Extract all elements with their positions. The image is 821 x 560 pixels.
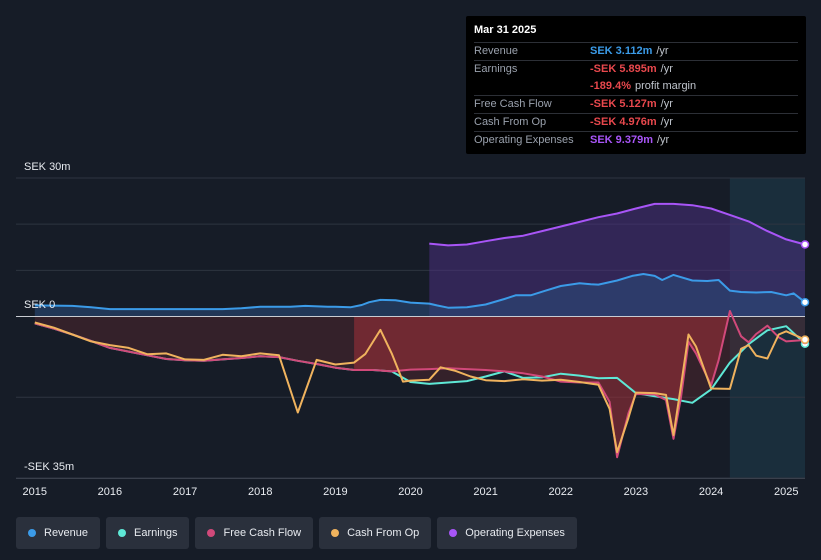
revenue-dot-icon — [28, 529, 36, 537]
tooltip-panel: Mar 31 2025 Revenue SEK 3.112m /yr Earni… — [466, 16, 806, 154]
y-axis-label: -SEK 35m — [24, 461, 74, 473]
x-tick-label: 2017 — [173, 486, 197, 498]
free-cash-flow-area — [354, 311, 730, 458]
tooltip-label: Cash From Op — [474, 116, 547, 128]
tooltip-row-revenue: Revenue SEK 3.112m /yr — [474, 42, 798, 60]
legend-item-operating-expenses[interactable]: Operating Expenses — [437, 517, 577, 549]
tooltip-row-profit-margin: -189.4% profit margin — [474, 78, 798, 95]
legend-item-cash-from-op[interactable]: Cash From Op — [319, 517, 432, 549]
legend: Revenue Earnings Free Cash Flow Cash Fro… — [16, 517, 577, 549]
tooltip-row-earnings: Earnings -SEK 5.895m /yr — [474, 60, 798, 78]
earnings-dot-icon — [118, 529, 127, 537]
y-axis-label: SEK 0 — [24, 299, 55, 311]
legend-label: Cash From Op — [347, 527, 420, 539]
tooltip-value: SEK 3.112m — [590, 45, 653, 57]
chart-grid — [16, 177, 805, 479]
tooltip-unit: profit margin — [634, 80, 697, 92]
tooltip-row-cash-from-op: Cash From Op -SEK 4.976m /yr — [474, 113, 798, 131]
x-tick-label: 2023 — [624, 486, 648, 498]
x-tick-label: 2022 — [549, 486, 573, 498]
tooltip-value: -SEK 5.127m — [590, 98, 657, 110]
x-tick-label: 2018 — [248, 486, 272, 498]
tooltip-date: Mar 31 2025 — [474, 24, 537, 36]
cash-from-op-dot-icon — [331, 529, 340, 537]
tooltip-label — [474, 78, 590, 95]
x-tick-label: 2024 — [699, 486, 723, 498]
cash-from-op-endpoint — [800, 335, 810, 344]
cash-from-op-line — [34, 321, 806, 454]
y-axis-label: SEK 30m — [24, 161, 70, 173]
chart-axes: SEK 30m SEK 0 -SEK 35m 2015 2016 2017 2018 2019… — [23, 161, 799, 498]
tooltip-row-operating-expenses: Operating Expenses SEK 9.379m /yr — [474, 131, 798, 149]
tooltip-label: Free Cash Flow — [474, 98, 552, 110]
chart-series-layer — [16, 202, 810, 459]
legend-item-free-cash-flow[interactable]: Free Cash Flow — [195, 517, 314, 549]
tooltip-value: -SEK 4.976m — [590, 116, 657, 128]
tooltip-unit: /yr — [660, 98, 673, 110]
tooltip-label: Operating Expenses — [474, 134, 574, 146]
operating-expenses-endpoint — [800, 240, 810, 249]
legend-label: Revenue — [44, 527, 89, 539]
x-tick-label: 2020 — [398, 486, 422, 498]
legend-label: Operating Expenses — [465, 527, 565, 539]
tooltip-unit: /yr — [660, 116, 673, 128]
tooltip-unit: /yr — [656, 45, 669, 57]
x-tick-label: 2021 — [473, 486, 497, 498]
revenue-line — [34, 273, 806, 311]
tooltip-label: Earnings — [474, 63, 518, 75]
tooltip-value: -189.4% — [590, 80, 631, 92]
tooltip-value: SEK 9.379m — [590, 134, 653, 146]
operating-expenses-dot-icon — [449, 529, 458, 537]
tooltip-row-free-cash-flow: Free Cash Flow -SEK 5.127m /yr — [474, 95, 798, 113]
tooltip-label: Revenue — [474, 45, 519, 57]
revenue-endpoint — [800, 297, 810, 307]
tooltip-unit: /yr — [656, 134, 670, 146]
x-tick-label: 2015 — [23, 486, 47, 498]
legend-label: Free Cash Flow — [223, 527, 302, 539]
legend-label: Earnings — [134, 527, 178, 539]
revenue-area — [34, 274, 806, 317]
tooltip-value: -SEK 5.895m — [590, 63, 657, 75]
legend-item-earnings[interactable]: Earnings — [106, 517, 190, 549]
operating-expenses-line — [429, 202, 806, 247]
x-tick-label: 2016 — [98, 486, 122, 498]
tooltip-unit: /yr — [660, 63, 673, 75]
x-tick-label: 2019 — [323, 486, 347, 498]
legend-item-revenue[interactable]: Revenue — [16, 517, 101, 549]
x-tick-label: 2025 — [774, 486, 798, 498]
free-cash-flow-dot-icon — [207, 529, 216, 537]
